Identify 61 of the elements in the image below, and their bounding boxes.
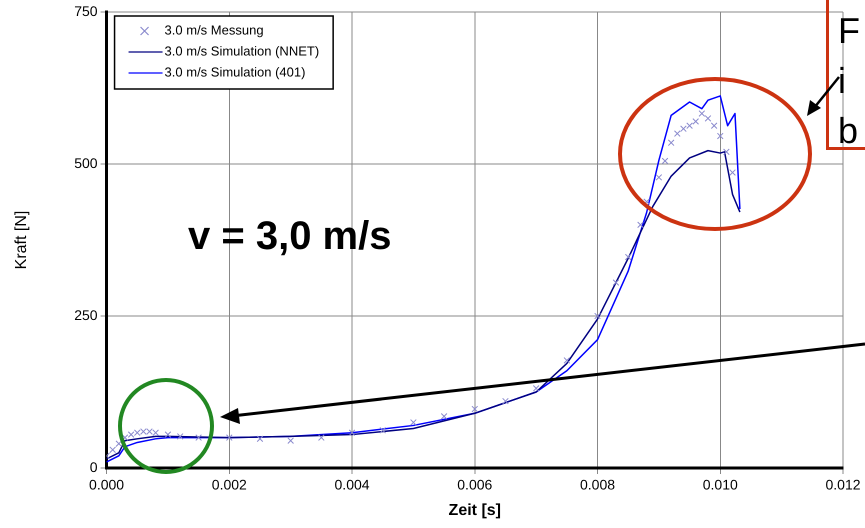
point: [256, 435, 264, 442]
annotation: b: [838, 110, 858, 152]
point: [287, 437, 294, 444]
x-tick-label: 0.010: [702, 476, 738, 492]
point: [140, 428, 147, 435]
point: [176, 433, 184, 440]
legend-label: 3.0 m/s Simulation (NNET): [164, 44, 320, 59]
y-tick-label: 500: [74, 154, 98, 171]
point: [564, 357, 570, 364]
point: [152, 429, 159, 436]
point: [164, 431, 172, 438]
point: [116, 440, 122, 448]
point: [716, 132, 724, 140]
annotation: F: [838, 10, 860, 52]
point: [704, 115, 712, 122]
point: [348, 429, 356, 436]
point: [723, 148, 730, 156]
point: [109, 446, 116, 454]
x-tick-label: 0.000: [89, 476, 124, 492]
point: [532, 385, 540, 392]
point: [686, 122, 693, 130]
y-tick-label: 750: [74, 2, 98, 19]
point: [379, 426, 386, 434]
y-tick-label: 250: [74, 306, 98, 323]
x-tick-label: 0.004: [334, 476, 370, 492]
x-axis-title: Zeit [s]: [448, 502, 502, 519]
annotation: v = 3,0 m/s: [188, 214, 392, 259]
legend-label: 3.0 m/s Messung: [164, 22, 264, 38]
x-tick-label: 0.002: [212, 476, 248, 492]
point: [637, 221, 644, 228]
point: [128, 431, 134, 438]
x-tick-label: 0.006: [457, 476, 493, 492]
legend-label: 3.0 m/s Simulation (401): [164, 64, 306, 80]
point: [643, 198, 650, 206]
point: [122, 434, 128, 441]
x-tick-label: 0.008: [580, 476, 616, 492]
y-tick-label: 0: [90, 458, 98, 475]
x-tick-label: 0.012: [825, 476, 861, 492]
point: [502, 398, 509, 404]
point: [710, 122, 718, 130]
point: [146, 428, 153, 435]
point: [729, 169, 736, 176]
point: [692, 118, 700, 125]
point: [594, 312, 601, 320]
point: [226, 434, 233, 441]
point: [674, 130, 681, 137]
annotation: i: [838, 60, 846, 102]
y-axis-title: Kraft [N]: [13, 210, 30, 270]
point: [195, 434, 202, 441]
point: [612, 279, 620, 286]
point: [680, 125, 687, 132]
point: [662, 158, 668, 164]
point: [624, 254, 632, 260]
point: [410, 419, 417, 426]
point: [698, 110, 706, 117]
point: [471, 406, 478, 412]
point: [134, 429, 141, 436]
point: [668, 139, 674, 146]
point: [440, 412, 448, 420]
point: [318, 434, 325, 441]
point: [656, 174, 662, 181]
